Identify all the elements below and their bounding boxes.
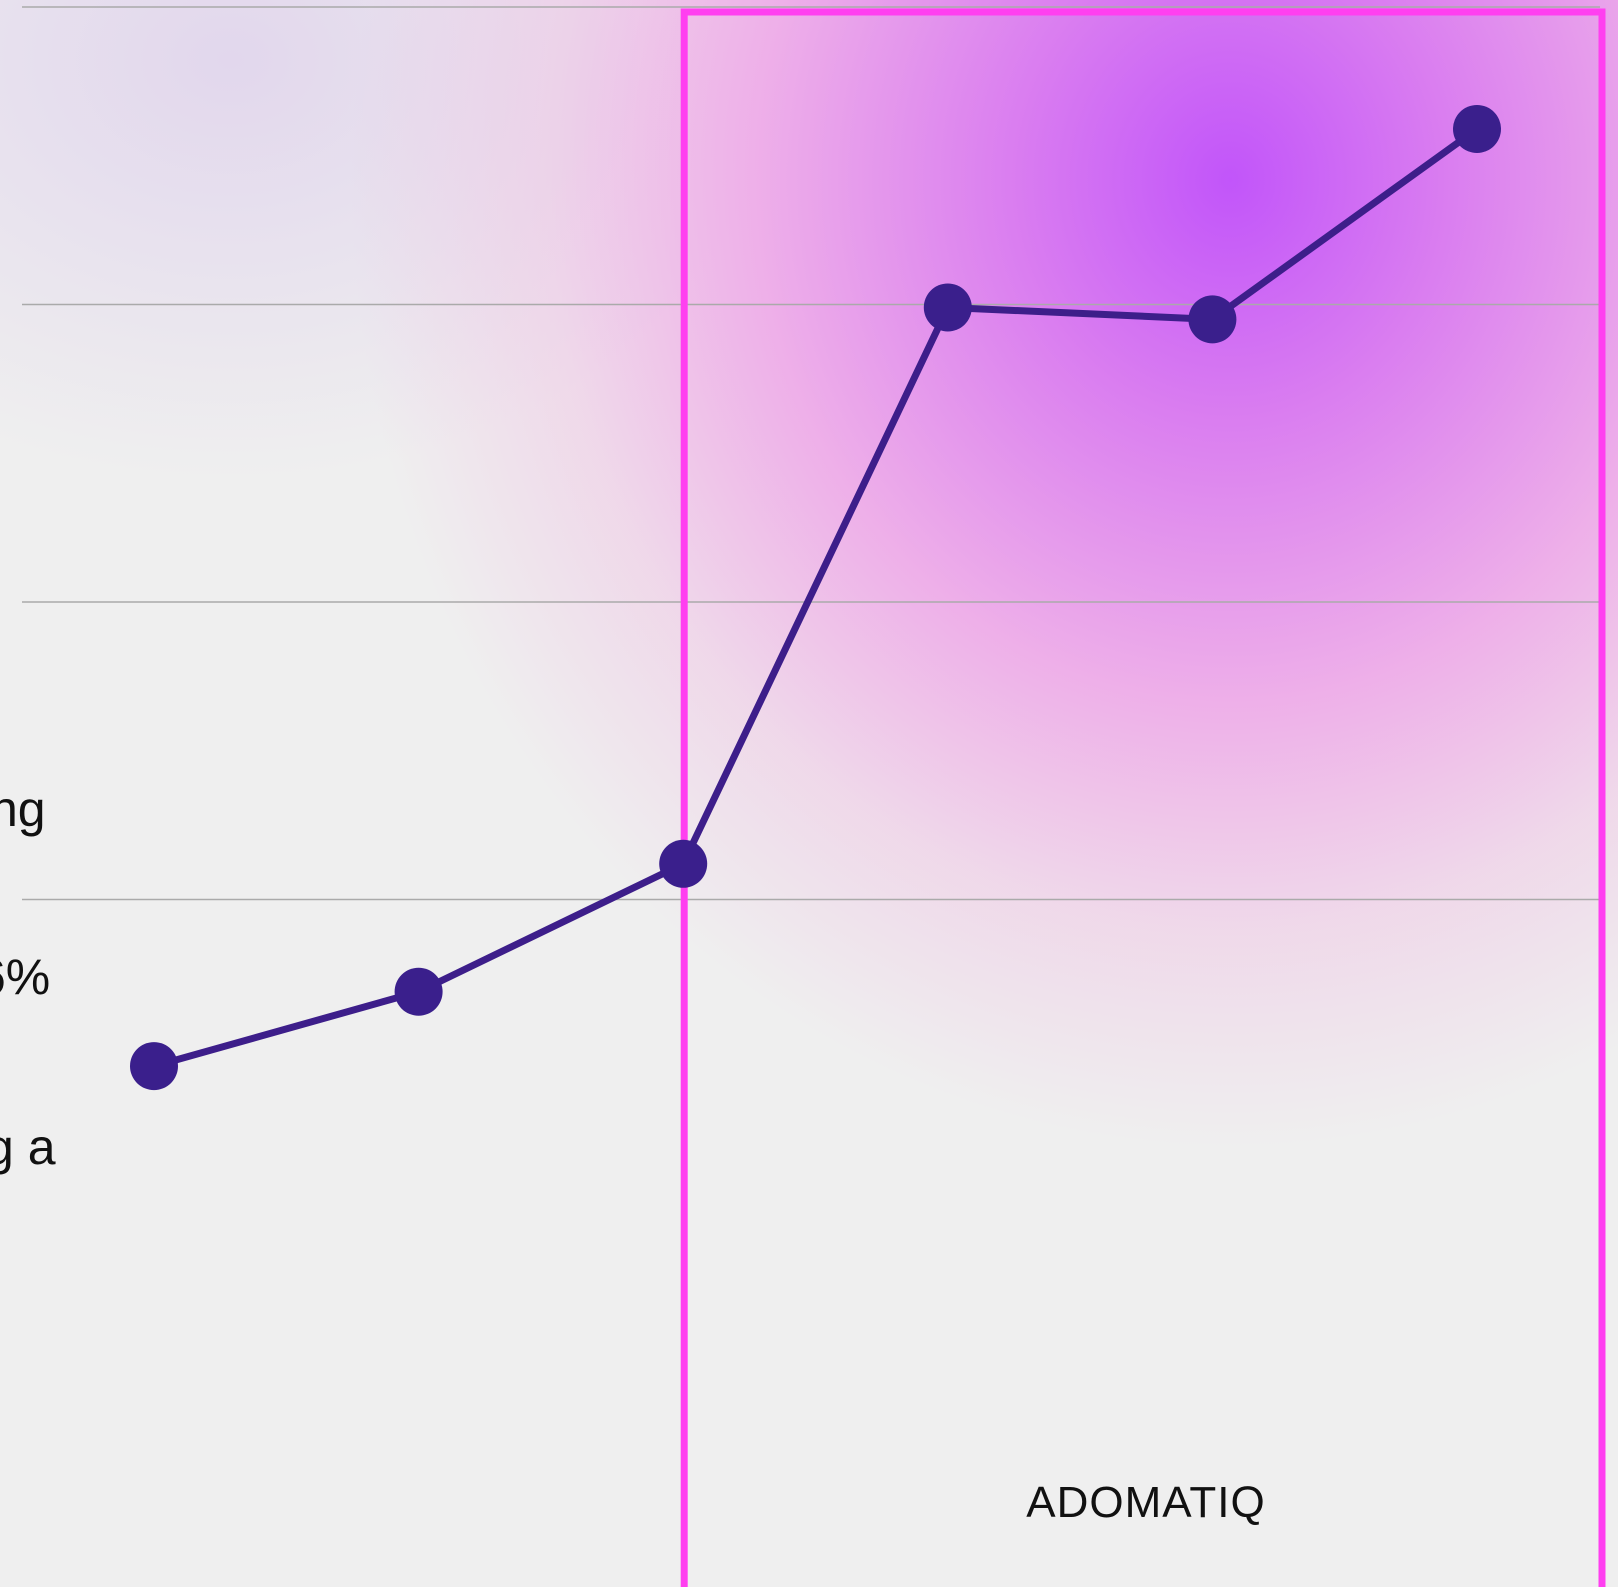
highlight-box [680,8,1606,1587]
data-point-3 [659,839,708,888]
left-label-1: ng [0,781,46,837]
gridlines [22,6,1600,901]
data-point-5 [1188,295,1237,344]
data-points [130,104,1501,1091]
series-line [153,126,1480,1070]
data-point-4 [923,283,972,332]
data-point-1 [130,1042,178,1091]
left-label-2: 6% [0,949,51,1005]
data-point-2 [394,967,443,1016]
left-label-3: g a [0,1119,56,1175]
data-point-6 [1453,104,1501,153]
highlight-label: ADOMATIQ [1026,1478,1266,1527]
